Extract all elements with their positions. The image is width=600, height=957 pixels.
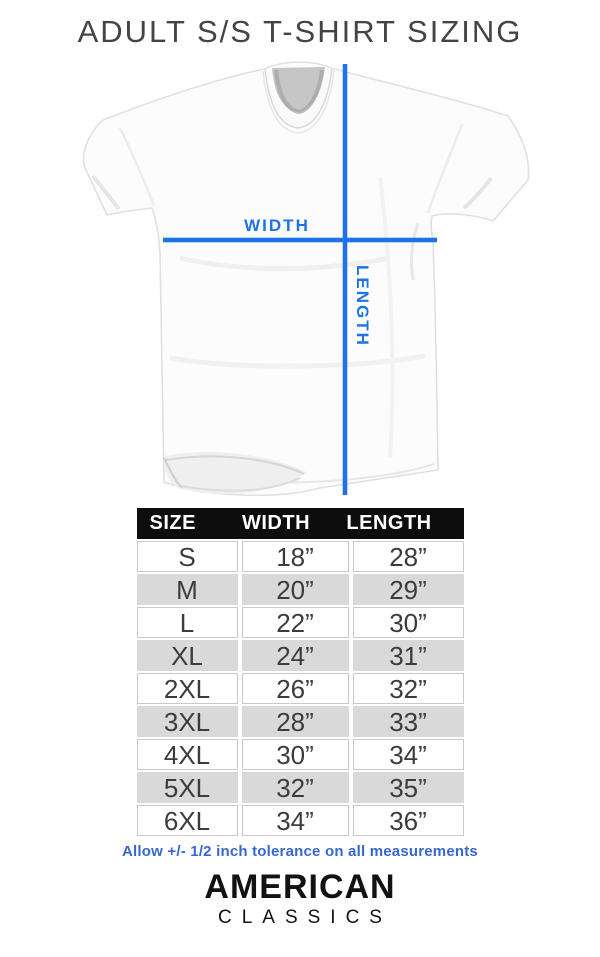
table-cell: 22” (241, 607, 349, 638)
brand-name-bottom: CLASSICS (218, 907, 392, 929)
length-label: LENGTH (353, 265, 372, 347)
table-cell: 26” (241, 673, 349, 704)
collar (262, 67, 335, 134)
table-cell: 34” (352, 739, 464, 770)
table-cell: S (136, 541, 238, 572)
table-cell: 34” (241, 805, 349, 836)
table-cell: M (136, 574, 238, 605)
table-cell: 5XL (136, 772, 238, 803)
table-cell: 30” (241, 739, 349, 770)
width-label: WIDTH (244, 216, 310, 235)
table-row: L 22” 30” (136, 607, 464, 638)
header-size: SIZE (149, 512, 196, 534)
tshirt-body (82, 61, 530, 497)
brand-name-top: AMERICAN (204, 868, 396, 906)
table-cell: 2XL (136, 673, 238, 704)
tolerance-note: Allow +/- 1/2 inch tolerance on all meas… (122, 843, 478, 860)
table-cell: 6XL (136, 805, 238, 836)
size-table: SIZE WIDTH LENGTH S 18” 28” M 20” 29” L 22” 30” X… (136, 508, 464, 836)
header-length: LENGTH (346, 512, 432, 534)
table-row: 5XL 32” 35” (136, 772, 464, 803)
tshirt-diagram: WIDTH LENGTH (60, 58, 530, 500)
table-cell: 4XL (136, 739, 238, 770)
table-cell: 28” (241, 706, 349, 737)
table-header: SIZE WIDTH LENGTH (136, 508, 464, 539)
header-width: WIDTH (241, 512, 311, 534)
hem-fold (163, 452, 306, 495)
width-line (163, 237, 437, 243)
table-cell: 24” (241, 640, 349, 671)
table-cell: 28” (352, 541, 464, 572)
brand-logo: AMERICAN CLASSICS (0, 868, 600, 929)
fabric-creases (91, 123, 493, 484)
table-cell: 32” (352, 673, 464, 704)
table-cell: 18” (241, 541, 349, 572)
page-title: ADULT S/S T-SHIRT SIZING (77, 14, 523, 49)
table-cell: XL (136, 640, 238, 671)
table-row: S 18” 28” (136, 541, 464, 572)
table-cell: L (136, 607, 238, 638)
table-cell: 36” (352, 805, 464, 836)
sizing-chart-page: ADULT S/S T-SHIRT SIZING (0, 14, 600, 957)
length-line (342, 64, 348, 495)
table-row: XL 24” 31” (136, 640, 464, 671)
table-cell: 33” (352, 706, 464, 737)
table-cell: 20” (241, 574, 349, 605)
table-row: 2XL 26” 32” (136, 673, 464, 704)
table-row: M 20” 29” (136, 574, 464, 605)
table-body: S 18” 28” M 20” 29” L 22” 30” XL 24” 31” 2XL 26” 32” 3X… (136, 541, 464, 836)
table-row: 4XL 30” 34” (136, 739, 464, 770)
table-cell: 32” (241, 772, 349, 803)
table-cell: 30” (352, 607, 464, 638)
table-cell: 35” (352, 772, 464, 803)
table-cell: 3XL (136, 706, 238, 737)
tshirt-illustration: WIDTH LENGTH (82, 61, 530, 497)
table-cell: 31” (352, 640, 464, 671)
table-cell: 29” (352, 574, 464, 605)
table-row: 6XL 34” 36” (136, 805, 464, 836)
table-row: 3XL 28” 33” (136, 706, 464, 737)
